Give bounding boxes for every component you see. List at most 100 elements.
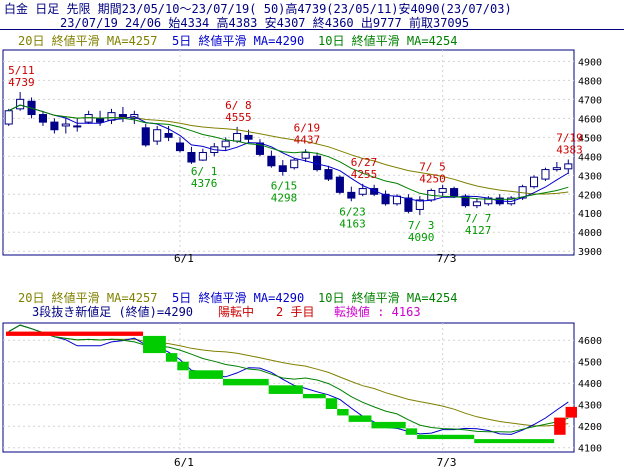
brick-down [143, 335, 166, 354]
candle-body [392, 195, 402, 205]
candle-body [198, 152, 207, 161]
brick-down [325, 398, 338, 409]
high-annotation-date: 6/ 8 [225, 99, 252, 112]
top-ytick-label: 4700 [578, 95, 602, 106]
lower-ma-line-5 [8, 324, 569, 435]
candle-body [472, 201, 481, 207]
header-line1: 白金 日足 先限 期間23/05/10～23/07/19( 50)高4739(2… [4, 1, 512, 16]
candle-body [278, 165, 287, 172]
candle-body [358, 188, 367, 195]
low-annotation-value: 4163 [339, 217, 366, 230]
high-annotation-date: 7/19 [556, 132, 583, 145]
low-annotation-date: 6/23 [339, 205, 366, 218]
bottom-ytick-label: 4600 [578, 336, 602, 347]
top-ytick-label: 4400 [578, 152, 602, 163]
brick-down [337, 409, 349, 416]
candle-body [73, 125, 82, 128]
step-count: 2 手目 [276, 305, 314, 319]
high-annotation-value: 4437 [294, 133, 321, 146]
lower-ma-line-10 [8, 324, 569, 433]
low-annotation-date: 7/ 3 [408, 219, 435, 232]
low-annotation-date: 6/ 1 [191, 165, 218, 178]
brick-down [405, 428, 418, 435]
candle-body [335, 176, 344, 193]
top-xtick-label: 7/3 [437, 252, 457, 265]
candle-body [187, 152, 196, 163]
brick-down [417, 434, 475, 440]
header-bar [0, 0, 624, 30]
bottom-xtick-label: 6/1 [174, 456, 194, 469]
three-line-label: 3段抜き新値足 (終値)=4290 [32, 304, 193, 319]
high-annotation-value: 4739 [8, 76, 35, 89]
ma-line-5 [8, 104, 569, 203]
low-annotation-value: 4298 [271, 192, 298, 205]
bottom-ytick-label: 4500 [578, 358, 602, 369]
candle-body [164, 133, 173, 138]
brick-down [222, 378, 269, 386]
brick-up [565, 406, 577, 418]
high-annotation-date: 7/ 5 [419, 161, 446, 174]
candle-body [370, 188, 379, 195]
ma-line-10 [8, 104, 569, 200]
candle-body [233, 133, 242, 142]
candle-body [324, 169, 333, 180]
high-annotation-date: 6/27 [351, 156, 378, 169]
legend-ma10: 10日 終値平滑 MA=4254 [318, 33, 457, 48]
candle-body [153, 129, 162, 142]
high-annotation-value: 4250 [419, 173, 446, 186]
top-ytick-label: 4600 [578, 114, 602, 125]
top-xtick-label: 6/1 [174, 252, 194, 265]
candle-body [290, 159, 299, 169]
candle-body [529, 176, 539, 188]
candle-body [541, 169, 550, 180]
brick-down [371, 421, 406, 429]
top-ytick-label: 4000 [578, 228, 602, 239]
low-annotation-value: 4376 [191, 177, 218, 190]
brick-down [177, 361, 189, 371]
high-annotation-date: 5/11 [8, 64, 35, 77]
bottom-ytick-label: 4200 [578, 422, 602, 433]
high-annotation-value: 4255 [351, 168, 378, 181]
lower-legend-ma20: 20日 終値平滑 MA=4257 [18, 290, 157, 305]
top-ytick-label: 4200 [578, 190, 602, 201]
candle-body [347, 191, 356, 199]
brick-down [348, 415, 372, 422]
candle-body [38, 114, 48, 123]
candle-body [404, 197, 413, 212]
bottom-xtick-label: 7/3 [437, 456, 457, 469]
header-line2: 23/07/19 24/06 始4334 高4383 安4307 終4360 出… [60, 15, 469, 30]
candle-body [107, 112, 116, 121]
top-ytick-label: 4900 [578, 57, 602, 68]
top-ytick-label: 4300 [578, 171, 602, 182]
top-ytick-label: 4800 [578, 76, 602, 87]
candle-body [16, 98, 25, 110]
brick-down [188, 370, 223, 379]
candle-body [438, 188, 447, 193]
brick-up [554, 417, 566, 435]
turn-value: 転換値 : 4163 [334, 304, 421, 319]
top-ytick-label: 4100 [578, 209, 602, 220]
top-ytick-label: 3900 [578, 247, 602, 258]
candle-body [221, 140, 230, 148]
candle-body [141, 127, 150, 146]
candle-body [4, 110, 13, 125]
brick-down [165, 353, 178, 362]
brick-down [474, 439, 555, 444]
low-annotation-date: 6/15 [271, 180, 298, 193]
candle-body [381, 193, 390, 205]
candle-body [564, 163, 573, 170]
candle-body [244, 134, 253, 140]
candle-body [61, 123, 70, 127]
bottom-ytick-label: 4400 [578, 379, 602, 390]
lower-legend-ma10: 10日 終値平滑 MA=4254 [318, 290, 457, 305]
candle-body [50, 121, 59, 131]
legend-ma5: 5日 終値平滑 MA=4290 [172, 33, 304, 48]
candle-body [552, 167, 561, 171]
candle-body [301, 152, 310, 159]
candle-body [84, 114, 93, 123]
low-annotation-date: 7/ 7 [465, 212, 492, 225]
trend-status: 陽転中 [218, 304, 254, 319]
candle-body [450, 188, 459, 197]
bottom-ytick-label: 4100 [578, 444, 602, 455]
